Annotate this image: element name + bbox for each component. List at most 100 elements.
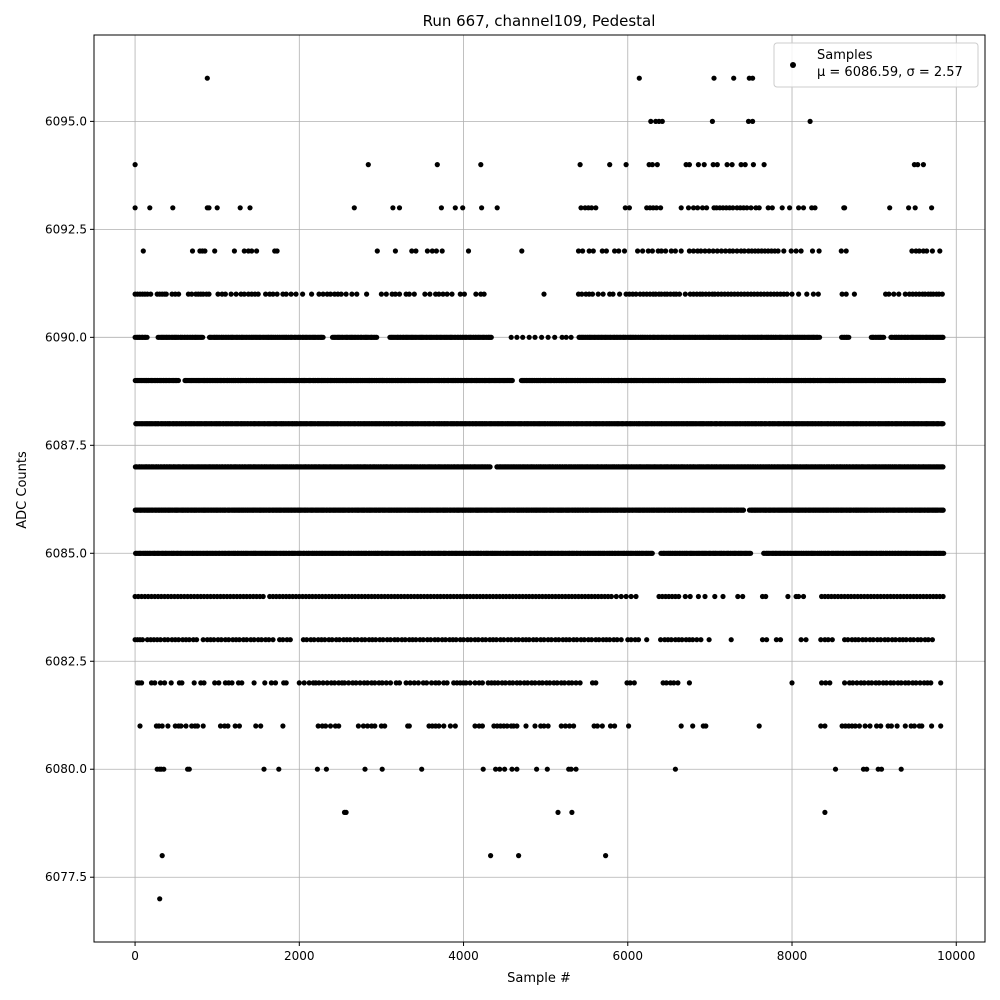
scatter-point	[159, 723, 165, 729]
scatter-point	[627, 680, 633, 686]
scatter-point	[383, 680, 389, 686]
scatter-point	[698, 637, 704, 643]
scatter-point	[301, 680, 307, 686]
scatter-point	[357, 680, 363, 686]
scatter-point	[479, 680, 485, 686]
scatter-point	[525, 680, 531, 686]
scatter-point	[561, 680, 568, 686]
scatter-point	[165, 723, 171, 729]
scatter-point	[547, 680, 553, 686]
scatter-point	[424, 680, 430, 686]
scatter-point	[618, 637, 624, 643]
scatter-point	[917, 680, 923, 686]
scatter-point	[532, 723, 538, 729]
scatter-point	[442, 637, 449, 643]
scatter-point	[703, 723, 709, 729]
scatter-point	[777, 637, 784, 643]
scatter-point	[759, 637, 766, 643]
scatter-point	[159, 853, 165, 859]
scatter-point	[566, 637, 573, 643]
scatter-point	[411, 680, 417, 686]
scatter-point	[898, 766, 904, 772]
scatter-point	[179, 680, 185, 686]
scatter-point	[327, 723, 334, 729]
scatter-point	[568, 766, 574, 772]
scatter-point	[502, 680, 508, 686]
scatter-point	[690, 723, 696, 729]
scatter-point	[239, 680, 245, 686]
scatter-point	[541, 723, 547, 729]
scatter-point	[644, 637, 650, 643]
scatter-point	[262, 680, 268, 686]
scatter-point	[483, 637, 489, 643]
scatter-point	[903, 637, 909, 643]
scatter-point	[562, 723, 569, 729]
scatter-point	[878, 637, 884, 643]
scatter-point	[467, 680, 473, 686]
scatter-point	[534, 766, 540, 772]
scatter-point	[649, 550, 655, 556]
scatter-point	[372, 723, 378, 729]
scatter-point	[623, 593, 629, 600]
scatter-point	[463, 680, 469, 686]
scatter-point	[892, 637, 899, 643]
scatter-point	[558, 723, 564, 729]
scatter-point	[548, 637, 555, 643]
scatter-point	[603, 853, 609, 859]
scatter-point	[676, 593, 682, 600]
scatter-point	[316, 680, 322, 686]
scatter-point	[613, 593, 619, 600]
scatter-point	[686, 680, 693, 686]
scatter-point	[436, 680, 442, 686]
scatter-point	[554, 680, 560, 686]
scatter-point	[296, 680, 302, 686]
scatter-point	[796, 593, 802, 600]
scatter-point	[695, 593, 702, 600]
scatter-point	[735, 593, 741, 600]
scatter-point	[534, 637, 540, 643]
scatter-point	[332, 680, 338, 686]
scatter-point	[532, 680, 538, 686]
scatter-point	[229, 680, 235, 686]
scatter-point	[406, 723, 412, 729]
scatter-point	[800, 593, 807, 600]
scatter-point	[706, 637, 712, 643]
scatter-point	[863, 637, 869, 643]
scatter-point	[419, 766, 425, 772]
scatter-point	[364, 680, 371, 686]
scatter-point	[628, 593, 634, 600]
scatter-point	[878, 723, 884, 729]
scatter-point	[720, 593, 726, 600]
scatter-point	[906, 680, 912, 686]
scatter-point	[468, 637, 474, 643]
scatter-point	[854, 680, 860, 686]
scatter-point	[232, 723, 238, 729]
scatter-point	[763, 593, 769, 600]
scatter-point	[186, 766, 192, 772]
scatter-point	[347, 637, 353, 643]
scatter-point	[260, 593, 266, 600]
scatter-point	[577, 680, 583, 686]
scatter-point	[832, 766, 839, 772]
scatter-point	[628, 637, 634, 643]
scatter-point	[764, 637, 770, 643]
scatter-point	[168, 680, 174, 686]
scatter-point	[323, 766, 329, 772]
scatter-point	[225, 723, 231, 729]
scatter-point	[633, 593, 639, 600]
scatter-point	[475, 637, 481, 643]
scatter-point	[671, 680, 677, 686]
scatter-point	[226, 637, 232, 643]
scatter-point	[355, 723, 361, 729]
scatter-point	[502, 766, 508, 772]
scatter-point	[845, 637, 851, 643]
scatter-point	[200, 637, 206, 643]
scatter-point	[773, 637, 780, 643]
scatter-point	[200, 334, 206, 340]
scatter-point	[258, 637, 265, 643]
scatter-point	[244, 637, 250, 643]
scatter-point	[320, 334, 326, 340]
scatter-point	[452, 723, 458, 729]
scatter-point	[855, 637, 862, 643]
scatter-point	[919, 723, 925, 729]
